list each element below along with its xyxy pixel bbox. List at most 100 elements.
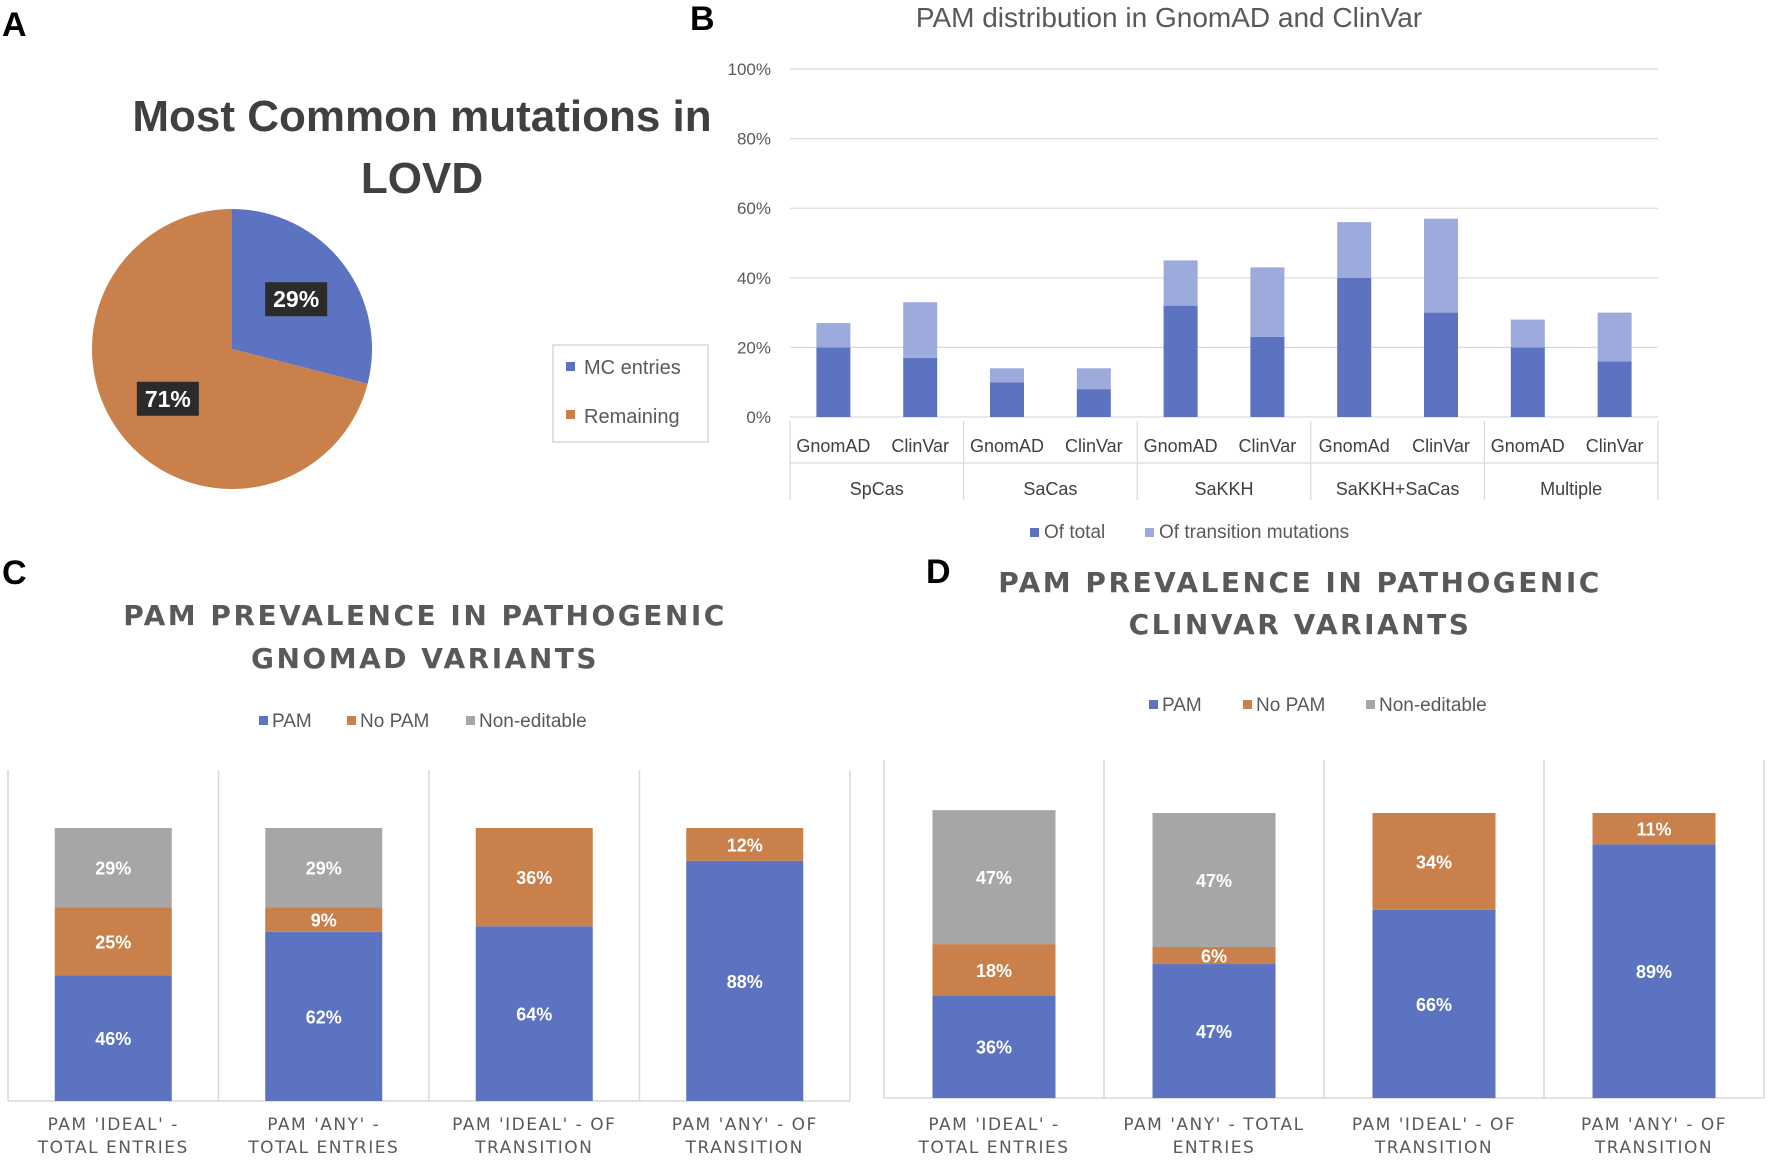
d-legend-pam: PAM xyxy=(1162,695,1202,716)
pie-slices xyxy=(92,208,373,489)
d-bar-no-pam-2 xyxy=(1372,813,1496,910)
c-value-non-editable-1: 29% xyxy=(306,859,342,879)
d-value-no-pam-3: 11% xyxy=(1636,820,1671,840)
b-bar-of-transition-mutations-7 xyxy=(1424,218,1458,313)
pie-legend-swatch-mc-entries xyxy=(566,362,575,371)
c-legend-non-editable: Non-editable xyxy=(479,711,587,732)
d-value-no-pam-0: 18% xyxy=(976,961,1012,981)
legend-of-transition-mutations: Of transition mutations xyxy=(1159,522,1349,543)
b-bar-of-total-7 xyxy=(1424,312,1458,417)
d-value-non-editable-1: 47% xyxy=(1196,871,1232,891)
b-bar-of-transition-mutations-9 xyxy=(1597,312,1632,362)
c-bar-non-editable-1 xyxy=(265,828,383,908)
d-value-non-editable-0: 47% xyxy=(976,868,1012,888)
c-bar-no-pam-3 xyxy=(686,828,804,861)
b-category-label-2: GnomAD xyxy=(970,436,1044,456)
c-value-pam-0: 46% xyxy=(95,1029,131,1049)
legend-swatch-of-total xyxy=(1030,528,1039,537)
panel-d-title-line-2: CLINVAR VARIANTS xyxy=(1129,608,1472,641)
b-bar-of-transition-mutations-3 xyxy=(1076,368,1111,390)
d-category-label-0-line-1: TOTAL ENTRIES xyxy=(917,1138,1069,1158)
c-bar-pam-1 xyxy=(265,931,383,1101)
d-category-label-3-line-0: PAM 'ANY' - OF xyxy=(1581,1115,1727,1135)
d-category-label-1-line-1: ENTRIES xyxy=(1173,1138,1256,1158)
b-bar-of-total-1 xyxy=(903,357,938,417)
pie-legend-mc-entries: MC entries xyxy=(584,357,681,379)
pie-label-remaining: 71% xyxy=(145,386,191,412)
c-legend-swatch-non-editable xyxy=(466,716,475,725)
b-bar-of-total-3 xyxy=(1076,389,1111,417)
c-legend-no-pam: No PAM xyxy=(360,711,429,732)
pie-legend-remaining: Remaining xyxy=(584,406,680,428)
d-bar-pam-3 xyxy=(1592,844,1716,1098)
panel-b-bar-chart: PAM distribution in GnomAD and ClinVar 0… xyxy=(728,2,1659,543)
c-legend-swatch-pam xyxy=(259,716,268,725)
pie-label-mc-entries: 29% xyxy=(273,286,319,312)
b-group-label-sacas: SaCas xyxy=(1023,479,1077,499)
b-category-label-1: ClinVar xyxy=(891,436,949,456)
panel-d-bars: 36% 18% 47% 47% 6% 47% 66% 34% 89% 11% xyxy=(932,810,1716,1098)
b-bar-of-total-9 xyxy=(1597,361,1632,417)
d-value-pam-3: 89% xyxy=(1636,962,1672,982)
c-bar-pam-2 xyxy=(475,926,593,1101)
c-bar-no-pam-2 xyxy=(475,828,593,927)
legend-of-total: Of total xyxy=(1044,522,1105,543)
c-category-label-0-line-1: TOTAL ENTRIES xyxy=(37,1138,189,1158)
c-category-label-3-line-1: TRANSITION xyxy=(685,1138,804,1158)
panel-letter-c: C xyxy=(2,554,27,592)
b-group-label-spcas: SpCas xyxy=(850,479,904,499)
d-value-pam-1: 47% xyxy=(1196,1022,1232,1042)
panel-a-pie-chart: Most Common mutations in LOVD 29% 71% MC … xyxy=(92,92,712,489)
b-y-tick-80: 80% xyxy=(737,130,771,149)
panel-b-title: PAM distribution in GnomAD and ClinVar xyxy=(916,2,1422,33)
b-category-label-9: ClinVar xyxy=(1586,436,1644,456)
d-bar-no-pam-1 xyxy=(1152,946,1276,965)
c-legend-swatch-no-pam xyxy=(347,716,356,725)
panel-b-category-axis: GnomAD ClinVar GnomAD ClinVar GnomAD ClinVar G… xyxy=(789,421,1659,500)
panel-c-bars: 46% 25% 29% 62% 9% 29% 64% 36% 88% 12% xyxy=(54,828,804,1101)
panel-letter-a: A xyxy=(2,6,27,44)
pie-legend-frame xyxy=(552,344,709,443)
d-category-label-2-line-0: PAM 'IDEAL' - OF xyxy=(1352,1115,1516,1135)
panel-c-category-labels: PAM 'IDEAL' - TOTAL ENTRIES PAM 'ANY' - TOT… xyxy=(37,1115,817,1158)
b-category-label-8: GnomAD xyxy=(1491,436,1565,456)
d-category-label-3-line-1: TRANSITION xyxy=(1594,1138,1713,1158)
c-value-pam-2: 64% xyxy=(516,1005,552,1025)
b-category-label-6: GnomAd xyxy=(1319,436,1390,456)
d-bar-no-pam-0 xyxy=(932,944,1056,996)
b-y-tick-60: 60% xyxy=(737,199,771,218)
b-bar-of-total-6 xyxy=(1337,277,1372,417)
pie-label-bg-remaining xyxy=(136,381,199,416)
pie-label-bg-mc-entries xyxy=(265,282,328,317)
b-bar-of-transition-mutations-4 xyxy=(1163,260,1198,306)
b-y-tick-100: 100% xyxy=(728,60,771,79)
panel-d-legend: PAM No PAM Non-editable xyxy=(1149,695,1487,716)
c-bar-non-editable-0 xyxy=(54,828,172,908)
d-bar-no-pam-3 xyxy=(1592,813,1716,845)
legend-swatch-of-transition xyxy=(1145,528,1154,537)
panel-b-legend: Of total Of transition mutations xyxy=(1030,522,1349,543)
c-bar-no-pam-1 xyxy=(265,907,383,932)
panel-c-title-line-2: GNOMAD VARIANTS xyxy=(251,642,599,675)
d-category-label-0-line-0: PAM 'IDEAL' - xyxy=(928,1115,1059,1135)
d-bar-pam-2 xyxy=(1372,909,1496,1098)
b-bar-of-transition-mutations-0 xyxy=(816,323,851,348)
c-value-no-pam-0: 25% xyxy=(95,932,131,952)
c-value-pam-3: 88% xyxy=(727,972,763,992)
panel-c-title-line-1: PAM PREVALENCE IN PATHOGENIC xyxy=(123,599,727,632)
pie-title-line-2: LOVD xyxy=(361,154,483,203)
b-category-label-0: GnomAD xyxy=(796,436,870,456)
d-category-label-2-line-1: TRANSITION xyxy=(1374,1138,1493,1158)
d-legend-swatch-non-editable xyxy=(1366,700,1375,709)
d-value-no-pam-1: 6% xyxy=(1201,947,1227,967)
b-bar-of-transition-mutations-8 xyxy=(1510,319,1545,348)
pie-labels: 29% 71% xyxy=(136,282,328,416)
c-value-no-pam-2: 36% xyxy=(516,868,552,888)
panel-d-stacked-bar-chart: PAM PREVALENCE IN PATHOGENIC CLINVAR VAR… xyxy=(883,566,1765,1158)
d-legend-no-pam: No PAM xyxy=(1256,695,1325,716)
b-bar-of-transition-mutations-5 xyxy=(1250,267,1285,337)
panel-d-category-labels: PAM 'IDEAL' - TOTAL ENTRIES PAM 'ANY' - TO… xyxy=(917,1115,1727,1158)
pie-legend: MC entries Remaining xyxy=(552,344,709,443)
b-y-tick-20: 20% xyxy=(737,338,771,357)
b-bar-of-total-0 xyxy=(816,347,851,417)
